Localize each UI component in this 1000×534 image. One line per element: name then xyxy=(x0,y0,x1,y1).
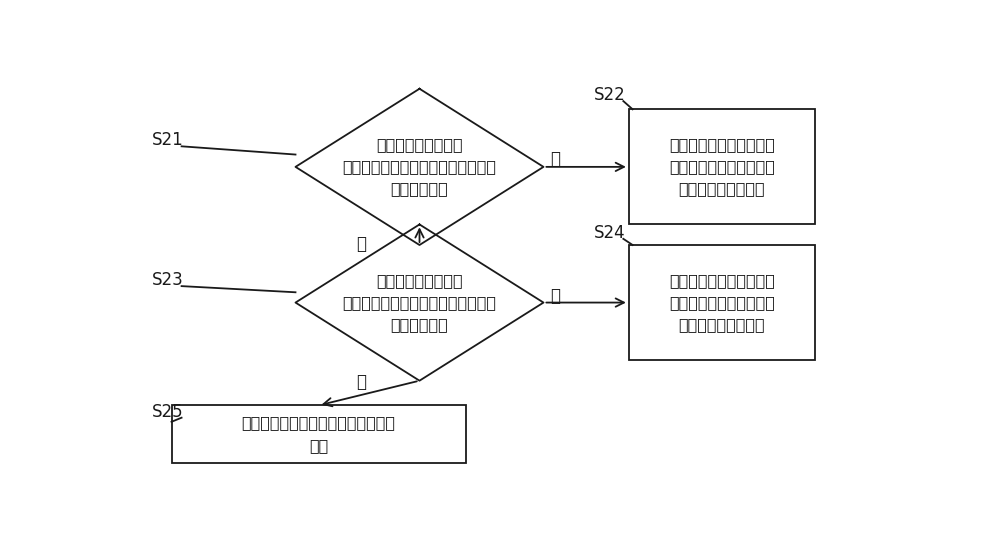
Text: 判断所述理想减速度
是否小于所述能量回收的减速度限制
的最小减速度: 判断所述理想减速度 是否小于所述能量回收的减速度限制 的最小减速度 xyxy=(342,137,496,197)
Text: 否: 否 xyxy=(356,235,366,253)
Bar xyxy=(629,245,815,360)
Text: 是: 是 xyxy=(550,150,560,168)
Text: 判断所述理想减速度
是否大于所述能量回收的减速度限制
的最大减速度: 判断所述理想减速度 是否大于所述能量回收的减速度限制 的最大减速度 xyxy=(342,273,496,332)
Text: S21: S21 xyxy=(152,131,184,149)
Text: 否: 否 xyxy=(356,373,366,390)
Text: S24: S24 xyxy=(594,224,625,242)
Bar xyxy=(629,109,815,224)
Text: S22: S22 xyxy=(594,86,625,104)
Polygon shape xyxy=(296,224,544,381)
Text: 控制所述车辆以理想减速度进行能量
回收: 控制所述车辆以理想减速度进行能量 回收 xyxy=(242,415,396,453)
Text: S23: S23 xyxy=(152,271,184,289)
Text: S25: S25 xyxy=(152,403,183,421)
Text: 控制所述车辆以所述能量
回收的减速度限制的最大
减速度进行能量回收: 控制所述车辆以所述能量 回收的减速度限制的最大 减速度进行能量回收 xyxy=(669,273,775,332)
Text: 控制所述车辆以所述能量
回收的减速度限制的最小
减速度进行能量回收: 控制所述车辆以所述能量 回收的减速度限制的最小 减速度进行能量回收 xyxy=(669,137,775,197)
Text: 是: 是 xyxy=(550,287,560,305)
Polygon shape xyxy=(296,89,544,245)
Bar xyxy=(172,405,466,463)
